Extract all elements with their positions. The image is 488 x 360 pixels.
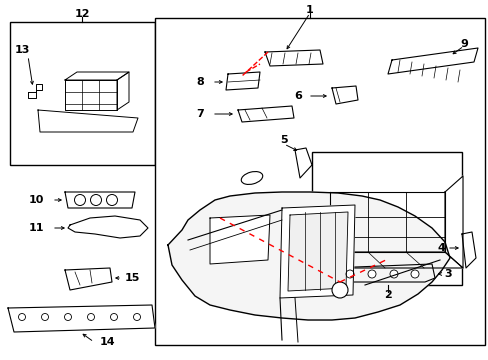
Text: 3: 3 [443,269,451,279]
Polygon shape [65,192,135,208]
Circle shape [346,270,353,278]
Bar [311,152,461,285]
Polygon shape [444,176,462,268]
Text: 9: 9 [459,39,467,49]
Polygon shape [117,72,129,110]
Text: 7: 7 [196,109,203,119]
Polygon shape [294,148,311,178]
Polygon shape [238,106,293,122]
Circle shape [74,194,85,206]
Text: 2: 2 [384,290,391,300]
Text: 11: 11 [28,223,43,233]
Polygon shape [329,192,444,252]
Polygon shape [461,232,475,268]
Polygon shape [65,80,117,110]
Polygon shape [387,48,477,74]
Circle shape [133,314,140,320]
Text: 5: 5 [280,135,287,145]
Circle shape [110,314,117,320]
Text: 6: 6 [293,91,301,101]
Polygon shape [168,192,449,320]
Text: 10: 10 [28,195,43,205]
Polygon shape [38,110,138,132]
Circle shape [87,314,94,320]
Circle shape [41,314,48,320]
Polygon shape [65,268,112,290]
Bar [10,22,155,165]
Circle shape [19,314,25,320]
Text: 8: 8 [196,77,203,87]
Circle shape [331,282,347,298]
Circle shape [389,270,397,278]
Text: 4: 4 [436,243,444,253]
Polygon shape [65,72,129,80]
Text: 1: 1 [305,5,313,15]
Circle shape [367,270,375,278]
Polygon shape [287,212,347,291]
Text: 14: 14 [100,337,115,347]
Circle shape [106,194,117,206]
Polygon shape [280,205,354,298]
Text: 15: 15 [125,273,140,283]
Polygon shape [28,84,42,98]
Polygon shape [329,264,434,282]
Polygon shape [68,216,148,238]
Polygon shape [225,72,260,90]
Text: 13: 13 [14,45,30,55]
Circle shape [90,194,102,206]
Ellipse shape [241,172,262,184]
Polygon shape [331,86,357,104]
Polygon shape [329,252,462,268]
Text: 12: 12 [74,9,90,19]
Polygon shape [264,50,323,66]
Polygon shape [8,305,155,332]
Circle shape [64,314,71,320]
Circle shape [410,270,418,278]
Bar [155,18,484,345]
Polygon shape [209,215,269,264]
